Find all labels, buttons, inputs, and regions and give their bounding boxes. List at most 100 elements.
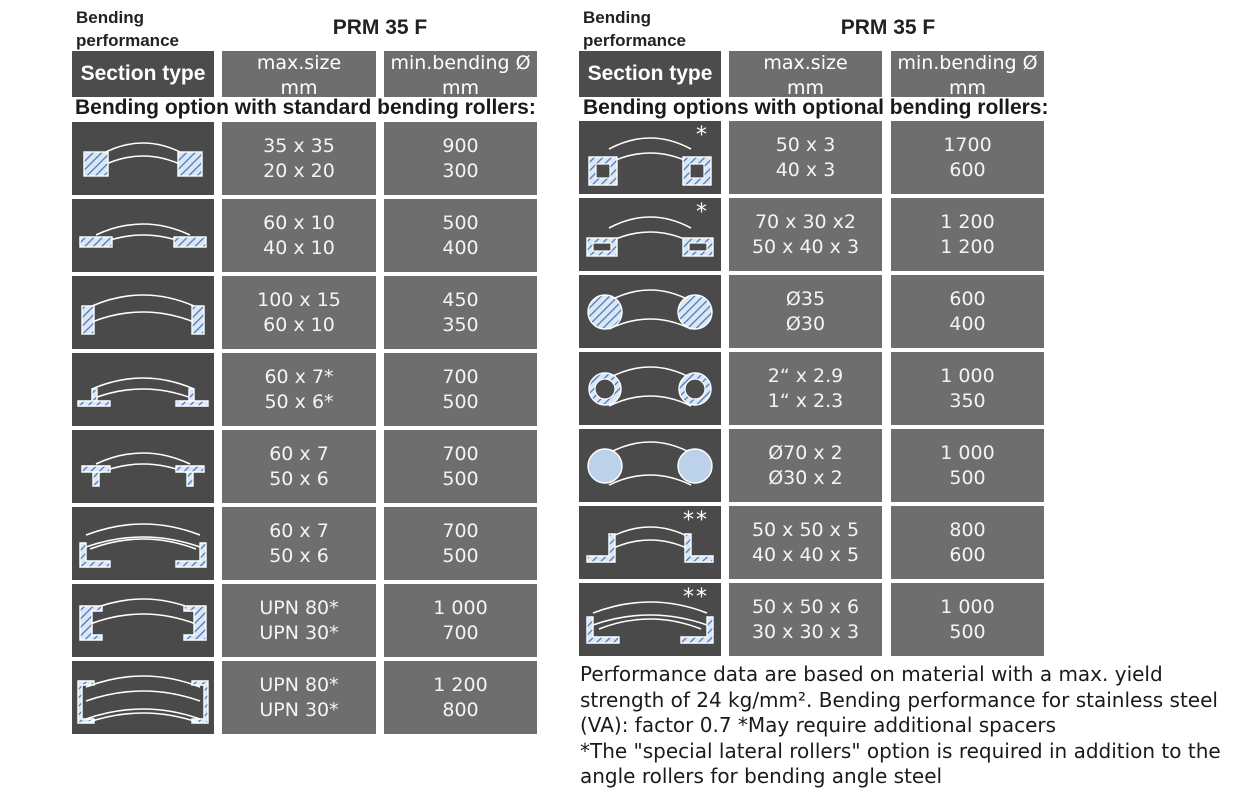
- angle-section-icon: [79, 523, 207, 568]
- max-size-cell: Ø35 Ø30: [729, 275, 882, 348]
- min-bending-cell: 700 500: [384, 430, 537, 503]
- max-size-value: 35 x 35: [263, 135, 335, 157]
- max-size-cell: UPN 80* UPN 30*: [222, 661, 376, 734]
- angle-leg-in-icon: [586, 601, 714, 644]
- min-bending-value: 500: [442, 545, 479, 567]
- max-size-cell: Ø70 x 2 Ø30 x 2: [729, 429, 882, 502]
- min-bending-value: 900: [442, 135, 479, 157]
- flat-bar-horizontal-icon: [79, 223, 207, 248]
- angle-leg-out-icon: [586, 526, 714, 563]
- min-bending-value: 500: [442, 212, 479, 234]
- section-profile-cell: [72, 584, 214, 657]
- max-size-value: 60 x 7*: [264, 366, 334, 388]
- min-bending-cell: 1 000 500: [891, 429, 1044, 502]
- max-size-cell: UPN 80* UPN 30*: [222, 584, 376, 657]
- max-size-header: max.size mm: [729, 51, 882, 97]
- max-size-cell: 50 x 50 x 5 40 x 40 x 5: [729, 506, 882, 579]
- max-size-value: 60 x 7: [269, 520, 329, 542]
- min-bending-value: 350: [949, 390, 986, 412]
- footnote-line: strength of 24 kg/mm². Bending performan…: [580, 687, 1218, 712]
- max-size-value: 20 x 20: [263, 160, 335, 182]
- min-bending-value: 400: [949, 313, 986, 335]
- max-size-value: 60 x 7: [269, 443, 329, 465]
- section-profile-cell: [579, 429, 721, 502]
- min-bending-value: 500: [442, 468, 479, 490]
- tee-section-inverted-icon: [81, 452, 205, 487]
- section-type-header: Section type: [579, 51, 721, 97]
- square-tube-icon: [588, 137, 712, 186]
- min-bending-value: 700: [442, 622, 479, 644]
- round-tube-icon: [587, 441, 713, 486]
- min-bending-value: 1 000: [940, 365, 995, 387]
- max-size-cell: 50 x 3 40 x 3: [729, 121, 882, 194]
- min-bending-value: 700: [442, 443, 479, 465]
- max-size-value: 50 x 6: [269, 545, 329, 567]
- section-profile-cell: [72, 661, 214, 734]
- optional-rollers-subtitle: Bending options with optional bending ro…: [583, 96, 1049, 119]
- min-bending-value: 600: [949, 288, 986, 310]
- min-bending-value: 700: [442, 366, 479, 388]
- min-bending-value: 1 200: [940, 211, 995, 233]
- flat-square-bar-icon: [83, 142, 203, 177]
- max-size-value: 50 x 6*: [264, 391, 334, 413]
- min-bending-value: 700: [442, 520, 479, 542]
- min-bending-value: 500: [949, 467, 986, 489]
- footnote: Performance data are based on material w…: [580, 662, 1221, 790]
- max-size-cell: 2“ x 2.9 1“ x 2.3: [729, 352, 882, 425]
- bending-performance-label: Bending performance: [583, 8, 686, 50]
- min-bending-cell: 700 500: [384, 507, 537, 580]
- asterisk-marker: *: [696, 200, 709, 225]
- pipe-icon: [588, 366, 712, 407]
- min-bending-cell: 1700 600: [891, 121, 1044, 194]
- max-size-value: 70 x 30 x2: [754, 211, 857, 233]
- max-size-cell: 50 x 50 x 6 30 x 30 x 3: [729, 583, 882, 656]
- max-size-cell: 60 x 7 50 x 6: [222, 430, 376, 503]
- max-size-value: 30 x 30 x 3: [751, 621, 860, 643]
- min-bending-value: 1700: [943, 134, 992, 156]
- max-size-value: 40 x 10: [263, 237, 335, 259]
- max-size-header: max.size mm: [222, 51, 376, 97]
- section-type-header: Section type: [72, 51, 214, 97]
- flat-bar-vertical-icon: [81, 294, 205, 335]
- max-size-value: 40 x 3: [775, 159, 836, 181]
- min-bending-value: 1 000: [940, 596, 995, 618]
- min-bending-cell: 450 350: [384, 276, 537, 349]
- max-size-value: 2“ x 2.9: [767, 365, 844, 387]
- max-size-value: 1“ x 2.3: [767, 390, 844, 412]
- max-size-cell: 60 x 7* 50 x 6*: [222, 353, 376, 426]
- section-profile-cell: [72, 199, 214, 272]
- max-size-value: Ø70 x 2: [768, 442, 843, 464]
- upn-channel-flange-icon: [77, 675, 209, 724]
- max-size-cell: 60 x 7 50 x 6: [222, 507, 376, 580]
- min-bending-value: 1 200: [940, 236, 995, 258]
- section-profile-cell: [72, 276, 214, 349]
- max-size-value: 50 x 40 x 3: [751, 236, 860, 258]
- max-size-value: UPN 30*: [259, 699, 339, 721]
- min-bending-value: 600: [949, 159, 986, 181]
- max-size-value: Ø35: [785, 288, 826, 310]
- min-bending-cell: 1 000 350: [891, 352, 1044, 425]
- asterisk-marker: **: [683, 585, 709, 610]
- model-title: PRM 35 F: [332, 16, 428, 39]
- section-profile-cell: [72, 122, 214, 195]
- min-bending-value: 350: [442, 314, 479, 336]
- max-size-value: Ø30 x 2: [768, 467, 843, 489]
- min-bending-cell: 900 300: [384, 122, 537, 195]
- max-size-value: 50 x 6: [269, 468, 329, 490]
- min-bending-value: 800: [442, 699, 479, 721]
- min-bending-cell: 1 000 700: [384, 584, 537, 657]
- footnote-line: *The "special lateral rollers" option is…: [580, 738, 1221, 763]
- min-bending-value: 450: [442, 289, 479, 311]
- section-profile-cell: **: [579, 506, 721, 579]
- section-profile-cell: *: [579, 198, 721, 271]
- upn-channel-web-icon: [79, 598, 207, 641]
- section-profile-cell: [72, 353, 214, 426]
- max-size-value: UPN 30*: [259, 622, 339, 644]
- max-size-value: 60 x 10: [263, 212, 335, 234]
- min-bending-cell: 1 200 800: [384, 661, 537, 734]
- max-size-cell: 35 x 35 20 x 20: [222, 122, 376, 195]
- min-bending-value: 500: [949, 621, 986, 643]
- bending-performance-label: Bending performance: [76, 8, 179, 50]
- asterisk-marker: *: [696, 123, 709, 148]
